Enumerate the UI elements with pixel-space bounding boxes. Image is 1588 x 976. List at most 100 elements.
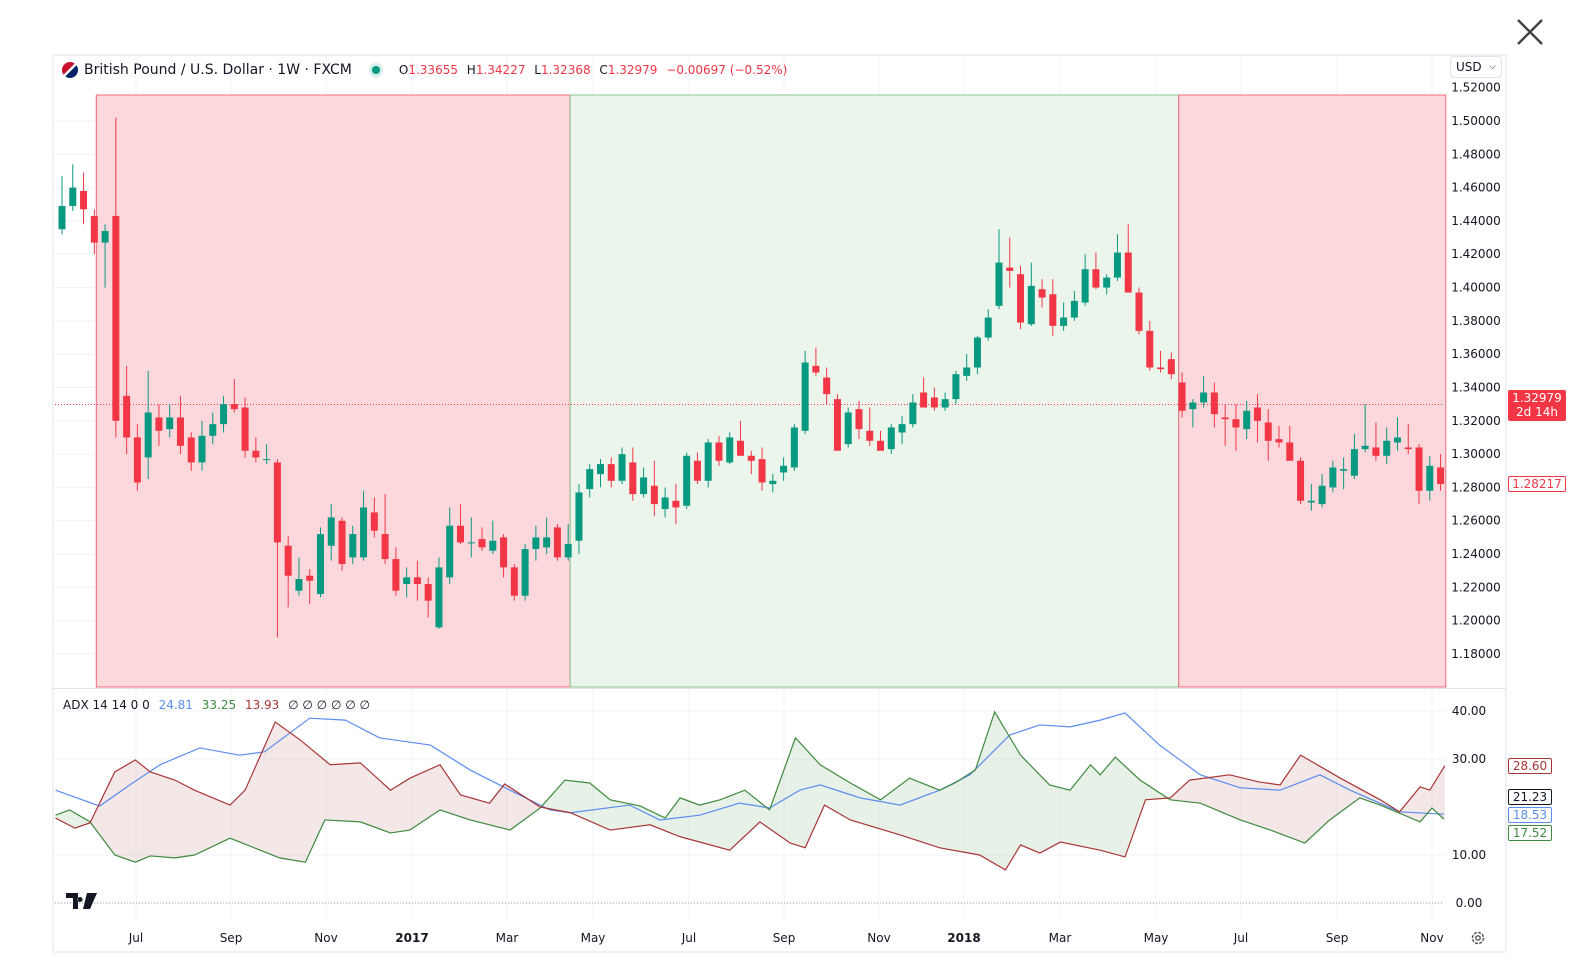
plus-di-dominant-fill <box>55 809 92 829</box>
tradingview-logo-icon[interactable] <box>66 893 98 909</box>
candle <box>1318 474 1326 508</box>
symbol-title[interactable]: British Pound / U.S. Dollar · 1W · FXCM <box>84 62 352 78</box>
candle-body <box>597 464 604 475</box>
currency-select[interactable]: USD ⌵ <box>1450 56 1502 78</box>
candle <box>661 487 669 518</box>
candle-body <box>370 512 378 531</box>
candle-body <box>650 485 658 505</box>
candle <box>284 535 292 608</box>
candle <box>456 504 464 545</box>
candle <box>360 490 368 561</box>
candle <box>1286 425 1294 461</box>
close-label: C <box>599 63 608 77</box>
minus-di-dominant-fill <box>91 722 542 863</box>
candle-body <box>995 262 1003 306</box>
adx-line-label: 18.53 <box>1508 807 1552 823</box>
candle <box>1092 252 1100 290</box>
candle-body <box>69 187 77 206</box>
market-status-icon <box>371 66 380 74</box>
candle <box>629 447 637 501</box>
y-tick-label: 1.22000 <box>1451 580 1501 594</box>
candle-body <box>510 567 518 596</box>
candle <box>112 117 120 438</box>
candle-body <box>726 437 734 463</box>
candle-body <box>801 362 809 431</box>
candle <box>1038 279 1046 308</box>
candle <box>467 517 475 558</box>
candle-body <box>640 477 648 495</box>
candle <box>435 557 443 630</box>
candle-body <box>112 215 120 421</box>
candle-body <box>1264 422 1272 441</box>
candle-body <box>58 205 66 230</box>
candle-body <box>586 469 594 490</box>
adx-minus-di-label: 28.60 <box>1508 758 1552 774</box>
candle <box>1135 287 1143 335</box>
candle <box>1437 454 1445 491</box>
x-tick-label: Mar <box>1049 931 1072 945</box>
candle <box>693 452 701 485</box>
candle <box>726 432 734 465</box>
candle <box>1253 394 1261 443</box>
candle-body <box>1189 402 1197 410</box>
candle <box>1210 382 1218 428</box>
plus-di-dominant-fill <box>541 711 1169 870</box>
candle-body <box>1103 277 1111 288</box>
adx-legend-adx: 24.81 <box>158 698 193 712</box>
candle-body <box>1297 460 1305 501</box>
series-line-di-minus <box>55 721 1446 871</box>
candle <box>1243 400 1251 440</box>
candle-body <box>133 437 141 483</box>
last-price-label: 1.32979 2d 14h <box>1508 390 1566 421</box>
adx-pane <box>55 710 1446 904</box>
adx-legend-plus-di: 33.25 <box>201 698 237 712</box>
y-tick-label: 1.44000 <box>1451 214 1501 228</box>
candle-body <box>1415 447 1423 491</box>
candle <box>909 394 917 428</box>
candle <box>564 524 572 561</box>
candle <box>1404 424 1412 455</box>
candle-body <box>403 577 411 585</box>
candle-body <box>780 465 788 473</box>
candle <box>58 175 66 235</box>
candle-body <box>435 567 443 628</box>
candle-body <box>737 440 745 456</box>
candle <box>69 164 77 211</box>
candle-body <box>478 539 486 548</box>
candle <box>1275 425 1283 448</box>
candle <box>446 507 454 585</box>
candle-body <box>1124 252 1132 293</box>
candle <box>1415 444 1423 505</box>
candle-body <box>316 534 324 595</box>
candle-body <box>360 507 368 558</box>
candle <box>176 395 184 455</box>
y-tick-label: 1.42000 <box>1451 247 1501 261</box>
candle-body <box>1113 252 1121 278</box>
candle-body <box>1426 465 1434 491</box>
candle <box>327 504 335 561</box>
candle <box>898 415 906 445</box>
candle-body <box>263 459 271 461</box>
candle-body <box>1092 269 1100 288</box>
y-tick-label: 1.28000 <box>1451 480 1501 494</box>
adx-legend-name[interactable]: ADX 14 14 0 0 <box>63 698 150 712</box>
candle <box>370 497 378 538</box>
close-icon[interactable] <box>1514 16 1546 48</box>
candle <box>672 484 680 525</box>
candle-body <box>672 500 680 508</box>
candle-body <box>790 427 798 468</box>
settings-gear-icon[interactable] <box>1469 929 1487 947</box>
candle <box>1232 404 1240 451</box>
candle <box>1329 460 1337 493</box>
candle <box>618 447 626 485</box>
candle <box>220 395 228 433</box>
candle-body <box>693 460 701 481</box>
candle-body <box>930 397 938 408</box>
candle <box>403 567 411 598</box>
candle-body <box>1221 417 1229 420</box>
candle-body <box>1200 392 1208 403</box>
candle-body <box>1081 269 1089 303</box>
candle <box>424 577 432 618</box>
y-tick-label: 1.48000 <box>1451 147 1501 161</box>
